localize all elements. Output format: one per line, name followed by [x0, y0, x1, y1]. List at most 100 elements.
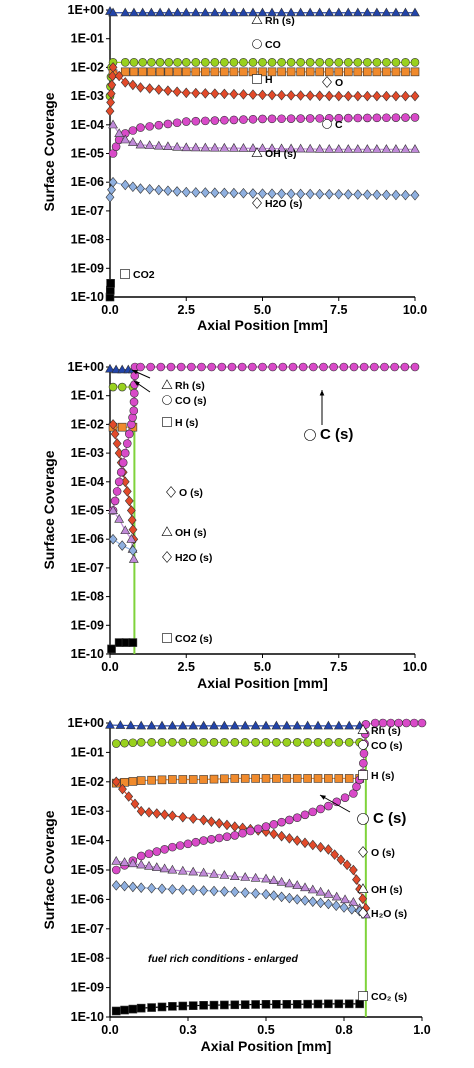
data-point — [178, 738, 188, 747]
data-point — [303, 999, 312, 1009]
data-point — [230, 774, 240, 783]
series-annotation: OH (s) — [175, 527, 207, 539]
series-oh-s- — [108, 119, 420, 153]
annotation-marker — [120, 269, 130, 279]
data-point — [144, 140, 155, 149]
data-point — [330, 849, 340, 860]
data-point — [391, 7, 401, 17]
data-point — [296, 188, 306, 200]
data-point — [168, 775, 177, 784]
data-point — [277, 58, 286, 67]
data-point — [303, 774, 312, 783]
y-tick-label: 1E-07 — [71, 204, 104, 218]
y-tick-label: 1E-10 — [71, 1010, 104, 1024]
data-point — [191, 837, 201, 847]
data-point — [112, 438, 122, 449]
data-point — [125, 429, 134, 439]
data-point — [168, 738, 177, 747]
x-tick-label: 0.0 — [101, 1023, 118, 1037]
data-point — [269, 820, 279, 829]
data-point — [145, 184, 155, 195]
data-point — [239, 67, 248, 77]
data-point — [248, 114, 258, 124]
y-tick-label: 1E-04 — [71, 475, 104, 489]
data-point — [136, 851, 146, 861]
data-point — [258, 114, 267, 124]
series-annotation: O — [335, 77, 343, 89]
data-point — [391, 144, 401, 153]
y-tick-label: 1E-01 — [71, 389, 104, 403]
data-point — [240, 887, 250, 898]
data-point — [128, 181, 138, 193]
series-annotation: Rh (s) — [175, 380, 205, 392]
data-point — [324, 898, 333, 910]
data-point — [159, 863, 170, 873]
data-point — [372, 90, 382, 102]
data-point — [276, 876, 287, 886]
data-point — [324, 143, 335, 153]
data-point — [128, 554, 139, 563]
data-point — [371, 7, 382, 17]
data-point — [343, 189, 353, 200]
data-point — [400, 144, 411, 153]
data-point — [331, 900, 341, 912]
data-point — [300, 895, 310, 906]
data-point — [207, 835, 216, 844]
data-point — [261, 888, 271, 900]
y-tick-label: 1E-09 — [71, 981, 104, 995]
data-point — [117, 540, 127, 551]
data-point — [336, 854, 346, 865]
data-point — [324, 90, 334, 102]
data-point — [228, 142, 239, 152]
data-point — [352, 874, 361, 885]
data-point — [152, 808, 162, 819]
data-point — [382, 90, 391, 102]
data-point — [315, 188, 325, 200]
data-point — [240, 774, 250, 783]
y-tick-label: 1E-06 — [71, 892, 104, 906]
data-point — [276, 7, 287, 17]
data-point — [163, 119, 173, 129]
data-point — [144, 807, 154, 818]
data-point — [352, 7, 363, 17]
data-point — [305, 7, 316, 17]
data-point — [106, 88, 116, 99]
data-point — [261, 1000, 271, 1009]
data-point — [267, 188, 277, 199]
data-point — [200, 7, 211, 17]
data-point — [334, 738, 344, 747]
series-annotation: OH (s) — [371, 884, 403, 896]
data-point — [177, 865, 188, 875]
data-point — [272, 738, 281, 747]
data-point — [105, 105, 115, 117]
data-point — [292, 880, 303, 889]
data-point — [105, 191, 115, 203]
data-point — [120, 777, 129, 787]
data-point — [111, 739, 121, 748]
y-tick-label: 1E-03 — [71, 446, 104, 460]
data-point — [239, 187, 248, 199]
series-annotation: OH (s) — [265, 148, 297, 160]
data-point — [239, 115, 248, 124]
data-point — [285, 815, 294, 825]
y-tick-label: 1E-06 — [71, 532, 104, 546]
data-point — [191, 116, 201, 126]
data-point — [106, 97, 116, 108]
data-point — [261, 738, 271, 747]
series-annotation: H (s) — [371, 770, 394, 782]
data-point — [146, 7, 157, 17]
data-point — [198, 720, 209, 730]
data-point — [267, 7, 277, 17]
x-tick-label: 1.0 — [413, 1023, 430, 1037]
data-point — [220, 67, 229, 77]
data-point — [324, 801, 333, 811]
data-point — [248, 188, 258, 199]
data-point — [136, 805, 146, 817]
data-point — [136, 776, 146, 785]
data-point — [267, 114, 277, 124]
data-point — [191, 187, 201, 198]
data-point — [248, 7, 258, 17]
series-o-s- — [111, 776, 371, 914]
data-point — [188, 720, 199, 730]
data-point — [239, 89, 248, 100]
